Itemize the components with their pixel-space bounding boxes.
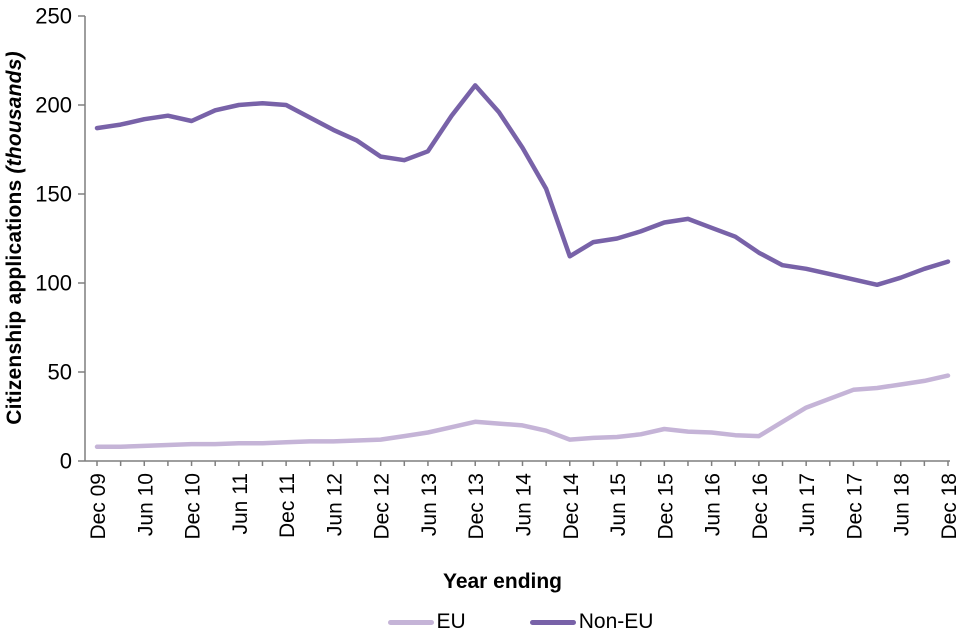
x-axis-title: Year ending <box>442 570 563 593</box>
x-tick-label: Dec 10 <box>182 473 205 540</box>
x-tick-label: Jun 11 <box>229 473 252 535</box>
legend-label-non-eu: Non-EU <box>578 610 654 633</box>
y-tick-label: 50 <box>48 360 72 385</box>
x-tick-label: Dec 16 <box>749 473 772 540</box>
legend-item-non-eu: Non-EU <box>529 610 654 634</box>
y-tick-label: 200 <box>35 93 72 118</box>
x-tick-label: Jun 13 <box>418 473 441 536</box>
non-eu-line <box>94 83 951 288</box>
eu-line-swatch <box>387 619 434 625</box>
x-tick-label: Dec 09 <box>87 473 110 540</box>
x-tick-label: Jun 15 <box>607 473 630 536</box>
plot-area: 0 50 100 150 200 250 Dec 09 Jun 10 Dec 10 Jun 11 D… <box>35 4 960 540</box>
x-tick-label: Dec 14 <box>560 473 583 540</box>
x-tick-label: Jun 12 <box>323 473 346 536</box>
x-tick-label: Dec 15 <box>654 473 677 540</box>
legend-label-eu: EU <box>436 610 466 633</box>
y-axis-title-unit: (thousands) <box>3 51 26 174</box>
x-tick-label: Jun 10 <box>134 473 157 536</box>
x-tick-label: Dec 12 <box>371 473 394 540</box>
x-tick-label: Dec 13 <box>465 473 488 540</box>
legend: EU Non-EU <box>85 610 920 634</box>
x-tick-label: Jun 16 <box>702 473 725 536</box>
x-tick-label: Jun 18 <box>891 473 914 536</box>
y-tick-label: 150 <box>35 182 72 207</box>
x-tick-label: Jun 17 <box>796 473 819 536</box>
non-eu-line-swatch <box>529 619 576 625</box>
eu-line <box>94 373 951 450</box>
x-tick-label: Dec 11 <box>276 473 299 538</box>
y-tick-label: 250 <box>35 4 72 29</box>
x-tick-label: Jun 14 <box>513 473 536 536</box>
y-axis-title: Citizenship applications (thousands) <box>3 51 27 425</box>
y-tick-label: 0 <box>60 449 72 474</box>
y-tick-label: 100 <box>35 271 72 296</box>
x-tick-label: Dec 18 <box>938 473 960 540</box>
y-axis-title-main: Citizenship applications <box>3 179 26 425</box>
legend-item-eu: EU <box>387 610 466 634</box>
x-tick-label: Dec 17 <box>843 473 866 540</box>
